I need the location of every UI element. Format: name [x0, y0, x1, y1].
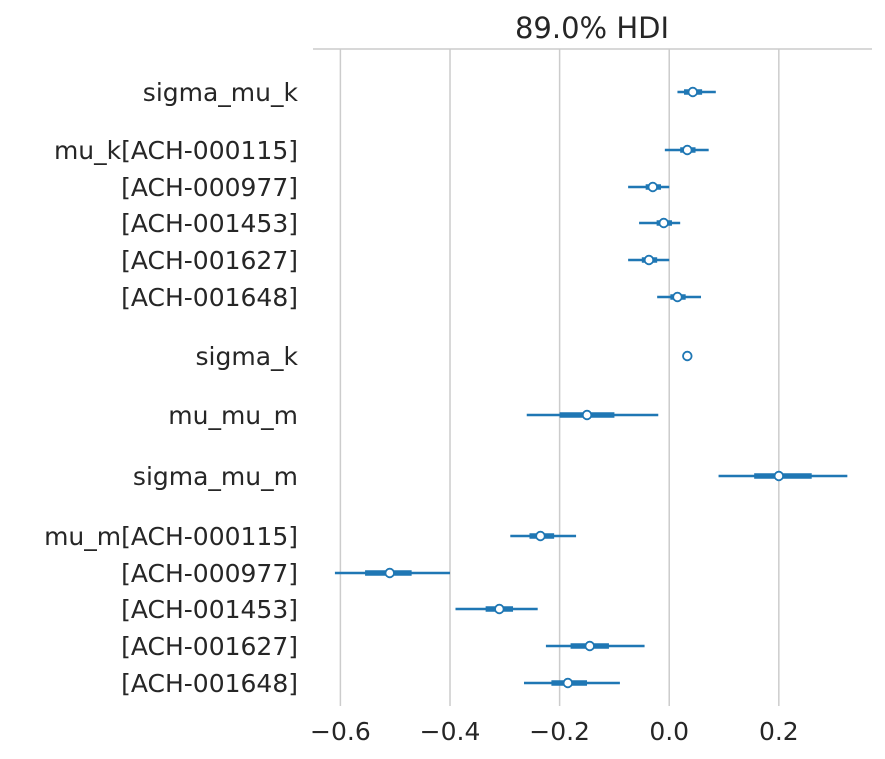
row-label: [ACH-001627] [121, 246, 298, 275]
forest-row [677, 86, 716, 98]
x-tick-label: −0.6 [310, 717, 371, 746]
forest-row [639, 217, 681, 229]
row-label: sigma_k [196, 342, 299, 371]
row-label: [ACH-001453] [121, 209, 298, 238]
row-label: [ACH-000977] [121, 559, 298, 588]
forest-row [526, 409, 659, 421]
point-estimate [562, 677, 574, 689]
point-estimate [647, 181, 658, 193]
point-estimate [535, 530, 546, 542]
grid-lines [339, 49, 780, 706]
x-tick-labels: −0.6 −0.4 −0.2 0.0 0.2 [310, 717, 799, 746]
forest-row [664, 144, 709, 156]
forest-row [682, 350, 693, 362]
point-estimate [672, 291, 683, 303]
point-estimate [643, 254, 655, 266]
point-estimate [687, 86, 698, 98]
row-label: sigma_mu_k [143, 78, 299, 107]
point-estimate [773, 470, 785, 482]
row-labels: sigma_mu_k mu_k[ACH-000115] [ACH-000977] [A… [44, 78, 298, 698]
forest-rows [334, 86, 848, 689]
forest-row [657, 291, 702, 303]
row-label: [ACH-001453] [121, 595, 298, 624]
x-tick-label: −0.4 [420, 717, 481, 746]
point-estimate [384, 567, 395, 579]
row-label: [ACH-001648] [121, 283, 298, 312]
forest-row [523, 677, 620, 689]
x-tick-label: −0.2 [529, 717, 590, 746]
point-estimate [494, 603, 505, 615]
point-estimate [658, 217, 669, 229]
forest-row [510, 530, 577, 542]
forest-row [628, 181, 670, 193]
point-estimate [584, 640, 595, 652]
row-label: sigma_mu_m [133, 462, 298, 491]
row-label: [ACH-001627] [121, 632, 298, 661]
forest-row [628, 254, 670, 266]
row-label: [ACH-000977] [121, 173, 298, 202]
point-estimate [581, 409, 593, 421]
row-label: [ACH-001648] [121, 669, 298, 698]
chart-title: 89.0% HDI [515, 11, 669, 45]
forest-row [455, 603, 538, 615]
row-label: mu_mu_m [168, 401, 298, 430]
row-label: mu_k[ACH-000115] [54, 136, 298, 165]
forest-row [334, 567, 451, 579]
forest-row [718, 470, 848, 482]
forest-row [545, 640, 645, 652]
point-estimate [682, 350, 693, 362]
point-estimate [682, 144, 693, 156]
x-tick-label: 0.2 [759, 717, 799, 746]
x-tick-label: 0.0 [649, 717, 689, 746]
row-label: mu_m[ACH-000115] [44, 522, 298, 551]
